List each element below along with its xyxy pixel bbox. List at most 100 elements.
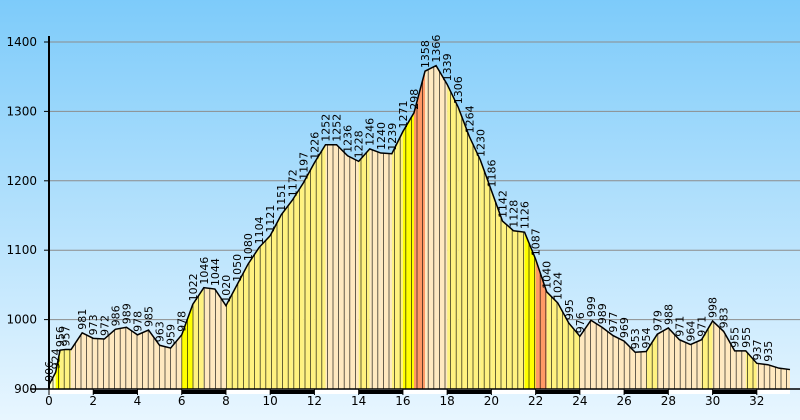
elevation-point-label: 1239 [386,123,399,151]
elevation-point-label: 1246 [364,118,377,146]
profile-segment [225,284,238,389]
elevation-point-label: 1226 [308,132,321,160]
elevation-point-label: 1080 [242,233,255,261]
elevation-point-label: 1050 [231,254,244,282]
elevation-point-label: 964 [684,321,697,342]
elevation-point-label: 1046 [198,257,211,285]
profile-segment [402,112,414,390]
profile-segment [358,148,370,389]
profile-segment [71,332,83,389]
x-tick-label: 30 [705,394,720,408]
distance-bar-segment [624,390,669,394]
x-tick-label: 6 [178,394,186,408]
x-tick-label: 28 [661,394,676,408]
elevation-point-label: 973 [87,314,100,335]
elevation-point-label: 998 [707,297,720,318]
distance-bar-segment [270,390,315,394]
profile-segment [723,331,735,389]
y-tick-label: 1000 [6,313,37,327]
elevation-point-label: 977 [607,312,620,333]
elevation-point-label: 1186 [485,160,498,188]
profile-segment [657,327,669,389]
profile-segment [690,339,702,389]
profile-segment [115,327,127,389]
elevation-point-label: 988 [662,304,675,325]
profile-segment [436,65,448,389]
profile-segment [93,338,105,389]
elevation-point-label: 989 [120,303,133,324]
profile-segment [126,327,138,389]
elevation-point-label: 1151 [275,184,288,212]
elevation-labels: 9069249569579819739729869899789859639599… [43,35,775,382]
y-tick-label: 1100 [6,243,37,257]
x-tick-label: 26 [616,394,631,408]
distance-bar-segment [93,390,138,394]
elevation-point-label: 1024 [552,272,565,300]
elevation-point-label: 924 [50,348,63,369]
elevation-point-label: 1121 [264,205,277,233]
profile-outline [48,64,791,386]
distance-bar-segment [535,390,580,394]
x-tick-label: 24 [572,394,587,408]
elevation-point-label: 963 [154,321,167,342]
elevation-point-label: 983 [718,307,731,328]
x-tick-label: 18 [440,394,455,408]
y-tick-label: 1300 [6,104,37,118]
profile-segment [668,327,680,389]
elevation-point-label: 955 [729,327,742,348]
elevation-point-label: 954 [640,328,653,349]
distance-bar-segment [579,390,625,394]
profile-segment [734,350,746,389]
profile-segment [557,302,569,389]
profile-segment [259,235,271,389]
profile-segment [767,364,779,389]
elevation-point-label: 978 [131,311,144,332]
x-tick-label: 2 [89,394,97,408]
elevation-point-label: 906 [43,361,56,382]
elevation-point-label: 1172 [286,169,299,197]
elevation-point-label: 1358 [419,40,432,68]
elevation-point-label: 1022 [187,273,200,301]
elevation-point-label: 1044 [209,258,222,286]
profile-segment [679,339,691,389]
profile-segment [502,221,514,389]
elevation-point-label: 978 [176,311,189,332]
elevation-point-label: 956 [54,326,67,347]
profile-segment [491,190,503,389]
elevation-point-label: 935 [762,341,775,362]
profile-segment [281,200,293,389]
distance-bar-segment [314,390,359,394]
distance-bar-segment [756,390,790,394]
profile-segment [336,144,348,389]
profile-segment [480,159,492,389]
distance-bar-segment [181,390,226,394]
elevation-point-label: 1271 [397,101,410,129]
elevation-point-label: 937 [751,339,764,360]
distance-bar-segment [225,390,271,394]
distance-bar-segment [137,390,182,394]
elevation-point-label: 1252 [319,114,332,142]
profile-segment [104,329,116,389]
x-tick-label: 32 [749,394,764,408]
profile-segment [756,363,768,389]
profile-segment [425,65,437,389]
elevation-point-label: 979 [651,310,664,331]
profile-segment [82,332,94,389]
x-tick-label: 14 [351,394,366,408]
profile-segment [413,71,426,389]
distance-bar-segment [49,390,94,394]
elevation-point-label: 1228 [353,130,366,158]
elevation-point-label: 986 [109,305,122,326]
profile-segment [469,136,481,389]
x-tick-label: 16 [395,394,410,408]
elevation-point-label: 1020 [220,275,233,303]
elevation-point-label: 972 [98,315,111,336]
profile-segment [65,349,72,389]
profile-segment [314,144,326,389]
y-tick-label: 1400 [6,35,37,49]
profile-segment [292,182,304,389]
profile-segment [458,107,470,390]
elevation-point-label: 1128 [508,200,521,228]
